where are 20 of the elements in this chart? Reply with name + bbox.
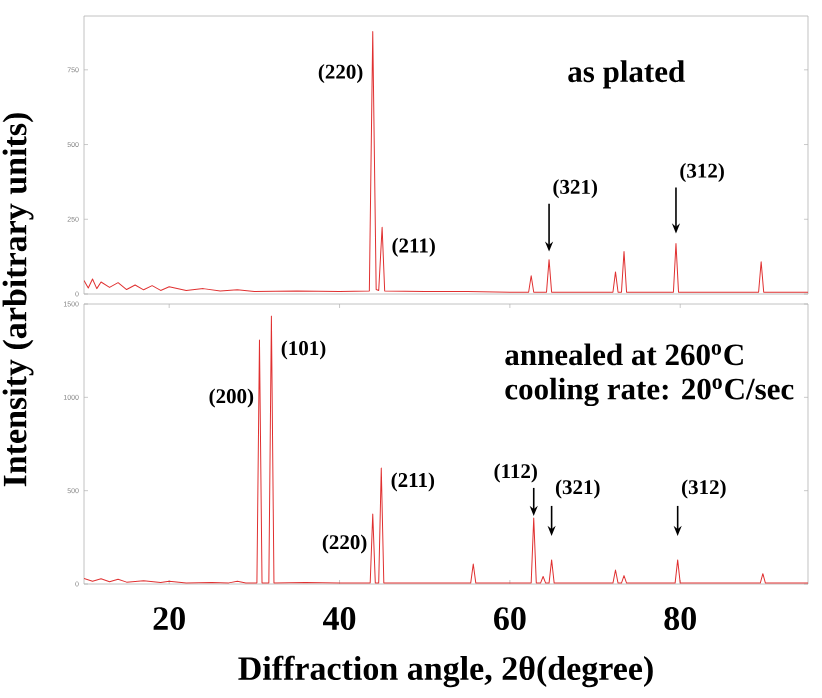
annotation: (220) — [322, 534, 367, 554]
annotation: (200) — [209, 388, 254, 408]
y-axis-title: Intensity (arbitrary units) — [2, 113, 34, 487]
annotation: (321) — [555, 479, 600, 499]
x-tick-label: 20 — [153, 607, 185, 631]
x-axis-title: Diffraction angle, 2θ(degree) — [238, 655, 653, 688]
x-tick-label: 40 — [323, 607, 356, 631]
annotation: (211) — [391, 472, 435, 492]
annotation: (312) — [681, 479, 726, 499]
x-tick-label: 80 — [664, 607, 696, 631]
annotation: (312) — [680, 163, 724, 183]
annotation: (220) — [318, 64, 363, 84]
annotation: (211) — [392, 237, 435, 257]
annotation: (101) — [281, 340, 326, 360]
x-tick-label: 60 — [494, 607, 526, 631]
annotation: as plated — [568, 60, 685, 89]
annotation: annealed at 260$^{o}$C — [505, 343, 743, 366]
annotation: (112) — [494, 463, 537, 483]
annotation: cooling rate: 20$^{o}$C/sec — [505, 377, 794, 407]
annotation: (321) — [553, 179, 598, 199]
